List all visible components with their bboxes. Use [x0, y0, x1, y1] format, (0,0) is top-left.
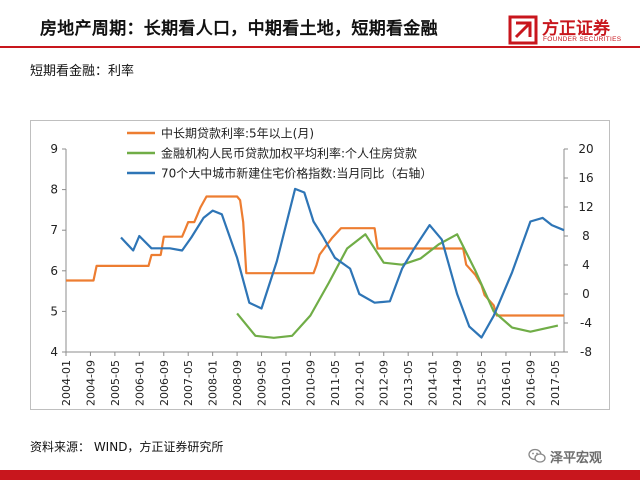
y-right-tick-label: -8 — [580, 345, 592, 359]
bottom-bar — [0, 470, 640, 480]
x-tick-label: 2014-09 — [451, 360, 464, 406]
y-left-tick-label: 7 — [50, 223, 58, 237]
logo-mark-icon — [508, 15, 538, 45]
watermark-text: 泽平宏观 — [550, 451, 603, 466]
series-line-1 — [66, 195, 564, 317]
x-tick-label: 2016-01 — [500, 360, 513, 406]
title-divider — [0, 46, 640, 48]
x-tick-label: 2008-09 — [231, 360, 244, 406]
x-tick-label: 2005-05 — [109, 360, 122, 406]
y-left-tick-label: 6 — [50, 264, 58, 278]
y-right-tick-label: -4 — [580, 316, 592, 330]
source-note: 资料来源： WIND，方正证券研究所 — [30, 440, 224, 454]
x-tick-label: 2006-09 — [158, 360, 171, 406]
legend-label-2: 金融机构人民币贷款加权平均利率:个人住房贷款 — [161, 146, 417, 161]
y-right-tick-label: 8 — [582, 229, 590, 243]
series-line-3 — [120, 187, 565, 339]
line-chart: 4 5 6 7 8 9 -8 -4 0 4 8 12 16 20 2004-01 2004-09 2005-05… — [50, 126, 593, 406]
wechat-icon — [528, 448, 546, 463]
founder-logo: 方正证券 FOUNDER SECURITIES — [508, 12, 630, 48]
y-left-tick-label: 4 — [50, 345, 58, 359]
y-left-tick-label: 8 — [50, 183, 58, 197]
logo-subtext: FOUNDER SECURITIES — [543, 36, 622, 43]
logo-text: 方正证券 — [542, 19, 610, 39]
x-tick-label: 2012-09 — [378, 360, 391, 406]
x-tick-label: 2010-09 — [304, 360, 317, 406]
y-right-tick-label: 0 — [582, 287, 590, 301]
x-tick-label: 2015-05 — [476, 360, 489, 406]
x-tick-label: 2006-01 — [133, 360, 146, 406]
x-tick-label: 2012-01 — [353, 360, 366, 406]
series-line-2 — [236, 233, 559, 339]
x-tick-label: 2013-05 — [402, 360, 415, 406]
slide-subtitle: 短期看金融：利率 — [30, 64, 135, 79]
x-tick-label: 2011-05 — [329, 360, 342, 406]
x-tick-label: 2009-05 — [256, 360, 269, 406]
slide-title: 房地产周期：长期看人口，中期看土地，短期看金融 — [40, 19, 438, 39]
x-tick-label: 2007-05 — [182, 360, 195, 406]
y-right-tick-label: 20 — [578, 142, 593, 156]
x-tick-label: 2016-09 — [524, 360, 537, 406]
y-right-tick-label: 4 — [582, 258, 590, 272]
x-tick-label: 2004-01 — [60, 360, 73, 406]
x-tick-label: 2008-01 — [207, 360, 220, 406]
y-left-tick-label: 5 — [50, 304, 58, 318]
y-left-tick-label: 9 — [50, 142, 58, 156]
x-tick-label: 2010-01 — [280, 360, 293, 406]
x-tick-label: 2014-01 — [427, 360, 440, 406]
x-tick-label: 2004-09 — [84, 360, 97, 406]
legend-label-1: 中长期贷款利率:5年以上(月) — [161, 126, 314, 141]
chart-frame: 4 5 6 7 8 9 -8 -4 0 4 8 12 16 20 2004-01 2004-09 2005-05… — [30, 120, 610, 410]
y-right-tick-label: 12 — [578, 200, 593, 214]
y-right-tick-label: 16 — [578, 171, 593, 185]
legend-label-3: 70个大中城市新建住宅价格指数:当月同比（右轴） — [161, 166, 432, 181]
x-tick-label: 2017-05 — [549, 360, 562, 406]
